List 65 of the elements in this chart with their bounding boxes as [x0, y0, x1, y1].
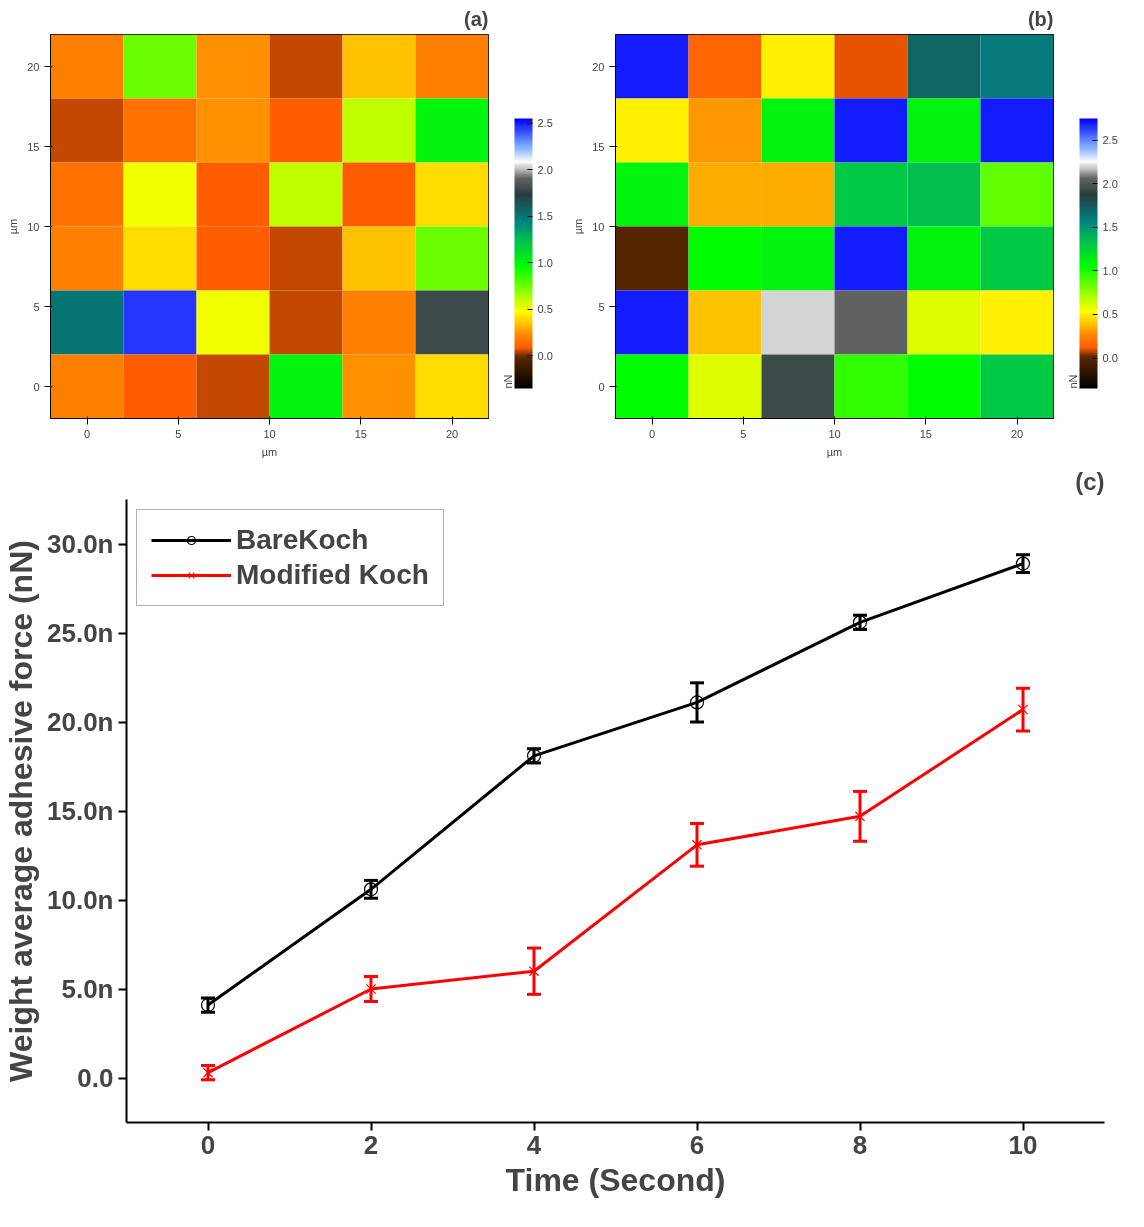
- y-tick-label: 0.0: [77, 1063, 114, 1093]
- color-bar-title: nN: [501, 374, 514, 389]
- chart-title: (c): [1075, 467, 1105, 495]
- legend-label: Modified Koch: [236, 559, 429, 591]
- y-tick-label: 10.0n: [47, 885, 114, 915]
- color-bar-label: 2.5: [1102, 134, 1118, 147]
- x-tick-label: 10: [263, 427, 276, 440]
- color-bar-label: 2.0: [537, 163, 553, 176]
- point: [363, 882, 379, 897]
- x-tick-label: 15: [919, 427, 932, 440]
- y-tick-label: 5: [598, 300, 605, 313]
- x-tick-label: 0: [200, 1129, 216, 1160]
- x-tick-label: 5: [175, 427, 182, 440]
- y-tick-label: 10: [27, 220, 40, 233]
- x-axis-title: Time (Second): [505, 1161, 726, 1198]
- x-tick-label: 10: [828, 427, 841, 440]
- color-bar-label: 0.0: [1102, 352, 1118, 365]
- x-tick-label: 6: [689, 1129, 705, 1160]
- y-tick-label: 30.0n: [47, 529, 114, 559]
- point: [528, 966, 540, 977]
- point: [202, 1067, 214, 1078]
- color-bar-label: 2.0: [1102, 177, 1118, 190]
- y-tick-label: 5.0n: [61, 974, 114, 1004]
- y-tick-label: 25.0n: [47, 618, 114, 648]
- color-bar-label: 0.5: [537, 303, 553, 316]
- x-tick-label: 8: [852, 1129, 868, 1160]
- color-bar-label: 1.5: [1102, 221, 1118, 234]
- y-tick-label: 15: [27, 140, 40, 153]
- color-bar-label: 1.5: [537, 210, 553, 223]
- point: [691, 839, 703, 851]
- y-tick-label: 0: [598, 380, 605, 393]
- y-tick-label: 0: [33, 380, 40, 393]
- y-tick-label: 20: [592, 60, 605, 73]
- y-axis-title: Weight average adhesive force (nN): [3, 540, 40, 1082]
- chart-title: (a): [464, 7, 489, 30]
- y-axis-title: µm: [572, 218, 585, 235]
- y-tick-label: 20.0n: [47, 707, 114, 737]
- x-tick-label: 2: [363, 1129, 379, 1160]
- point: [365, 983, 377, 995]
- color-bar-label: 2.5: [537, 117, 553, 130]
- x-tick-label: 10: [1008, 1129, 1038, 1160]
- chart-title: (b): [1027, 7, 1054, 30]
- y-axis-title: µm: [7, 218, 20, 235]
- x-tick-label: 20: [445, 427, 459, 440]
- y-tick-label: 20: [27, 60, 40, 73]
- color-bar-label: 0.5: [1102, 308, 1118, 321]
- point: [689, 695, 705, 710]
- color-bar-title: nN: [1066, 374, 1079, 389]
- x-tick-label: 4: [526, 1129, 542, 1160]
- x-tick-label: 5: [740, 427, 747, 440]
- color-bar-label: 0.0: [537, 349, 553, 362]
- color-bar-label: 1.0: [1102, 264, 1118, 277]
- x-tick-label: 15: [354, 427, 367, 440]
- legend-label: BareKoch: [236, 524, 369, 556]
- x-tick-label: 20: [1010, 427, 1024, 440]
- x-axis-title: µm: [826, 445, 843, 458]
- y-tick-label: 15.0n: [47, 796, 114, 826]
- x-tick-label: 0: [648, 427, 656, 440]
- point: [1017, 704, 1029, 715]
- y-tick-label: 5: [33, 300, 40, 313]
- x-axis-title: µm: [261, 445, 278, 458]
- y-tick-label: 15: [592, 140, 605, 153]
- color-bar-label: 1.0: [537, 256, 553, 269]
- point: [854, 811, 866, 822]
- y-tick-label: 10: [592, 220, 605, 233]
